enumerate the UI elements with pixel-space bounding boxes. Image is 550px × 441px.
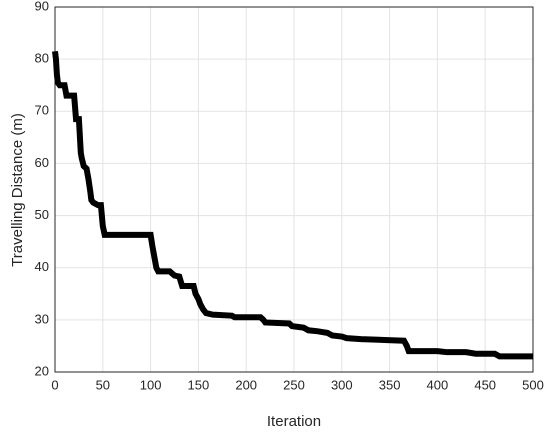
y-tick-label: 30 — [35, 311, 49, 326]
x-tick-label: 150 — [188, 377, 210, 392]
x-tick-label: 400 — [427, 377, 449, 392]
x-tick-label: 0 — [51, 377, 58, 392]
y-tick-label: 70 — [35, 103, 49, 118]
plot-frame — [54, 6, 534, 373]
x-tick-label: 450 — [474, 377, 496, 392]
y-tick-label: 60 — [35, 155, 49, 170]
y-tick-label: 40 — [35, 259, 49, 274]
x-tick-label: 250 — [283, 377, 305, 392]
y-axis-label: Travelling Distance (m) — [9, 113, 26, 267]
y-tick-label: 90 — [35, 0, 49, 13]
y-tick-label: 80 — [35, 51, 49, 66]
x-axis-label: Iteration — [267, 413, 321, 430]
y-tick-label: 50 — [35, 207, 49, 222]
y-tick-label: 20 — [35, 363, 49, 378]
x-tick-label: 200 — [235, 377, 257, 392]
x-tick-label: 350 — [379, 377, 401, 392]
x-tick-label: 500 — [522, 377, 544, 392]
x-tick-label: 50 — [96, 377, 110, 392]
data-line — [52, 50, 533, 360]
x-tick-label: 300 — [331, 377, 353, 392]
x-tick-label: 100 — [140, 377, 162, 392]
